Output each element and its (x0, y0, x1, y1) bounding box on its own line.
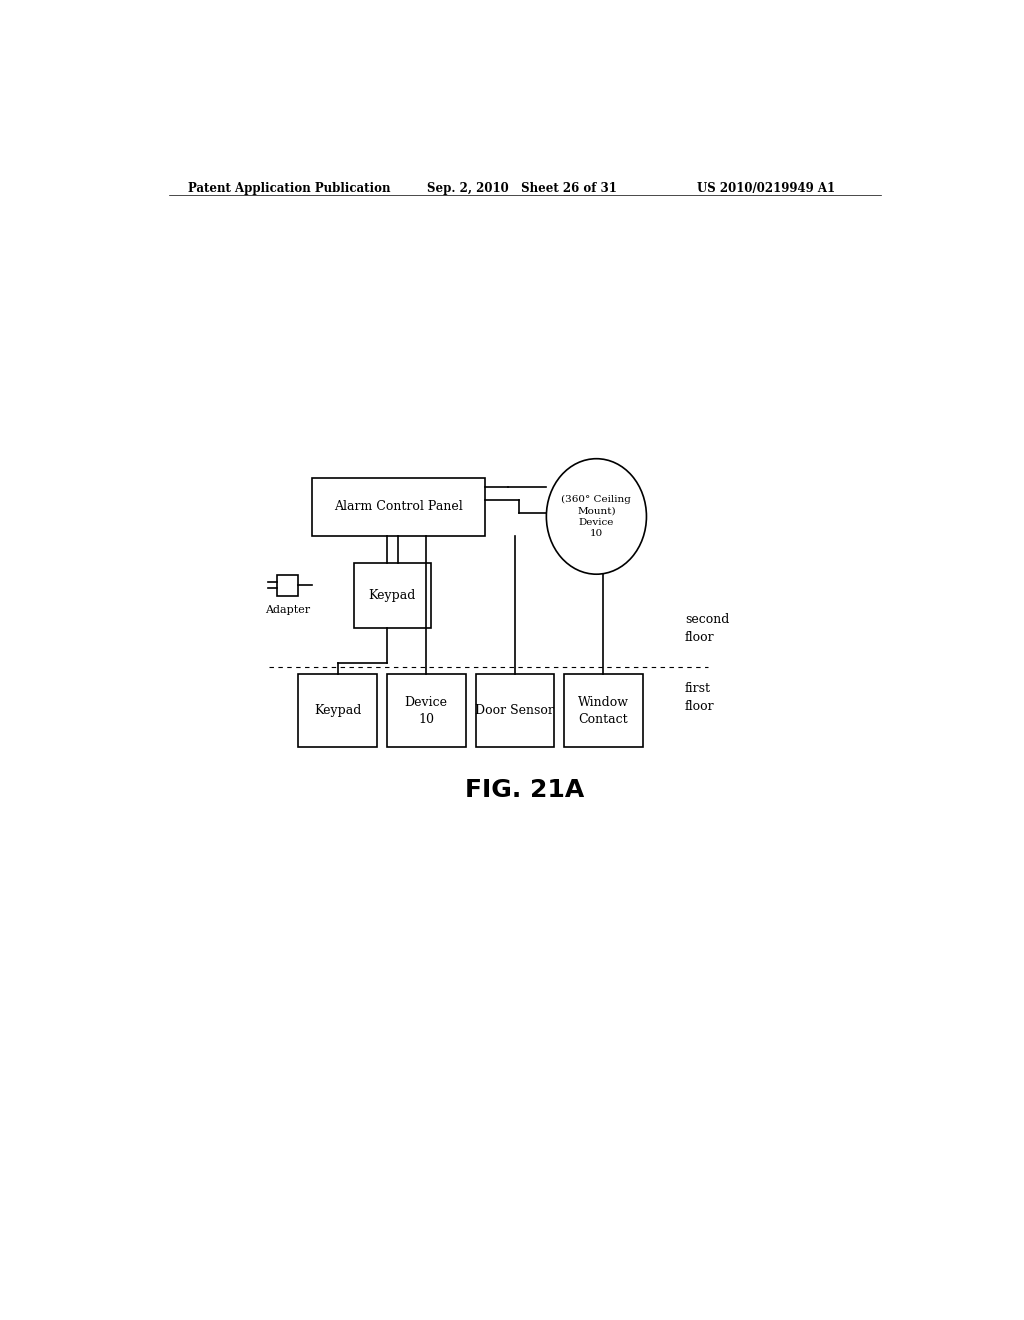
FancyBboxPatch shape (311, 478, 484, 536)
FancyBboxPatch shape (387, 675, 466, 747)
Ellipse shape (547, 458, 646, 574)
FancyBboxPatch shape (276, 576, 298, 595)
Text: US 2010/0219949 A1: US 2010/0219949 A1 (696, 182, 835, 194)
Text: Alarm Control Panel: Alarm Control Panel (334, 500, 463, 513)
Text: Door Sensor: Door Sensor (475, 705, 554, 717)
FancyBboxPatch shape (354, 562, 431, 628)
Text: Sep. 2, 2010   Sheet 26 of 31: Sep. 2, 2010 Sheet 26 of 31 (427, 182, 616, 194)
Text: FIG. 21A: FIG. 21A (465, 777, 585, 801)
Text: (360° Ceiling
Mount)
Device
10: (360° Ceiling Mount) Device 10 (561, 495, 632, 537)
Text: Device
10: Device 10 (404, 696, 447, 726)
Text: first
floor: first floor (685, 682, 715, 713)
Text: Patent Application Publication: Patent Application Publication (188, 182, 391, 194)
FancyBboxPatch shape (564, 675, 643, 747)
FancyBboxPatch shape (475, 675, 554, 747)
Text: Keypad: Keypad (369, 589, 416, 602)
Text: second
floor: second floor (685, 612, 729, 644)
Text: Keypad: Keypad (314, 705, 361, 717)
Text: Adapter: Adapter (264, 605, 310, 615)
FancyBboxPatch shape (298, 675, 377, 747)
Text: Window
Contact: Window Contact (578, 696, 629, 726)
